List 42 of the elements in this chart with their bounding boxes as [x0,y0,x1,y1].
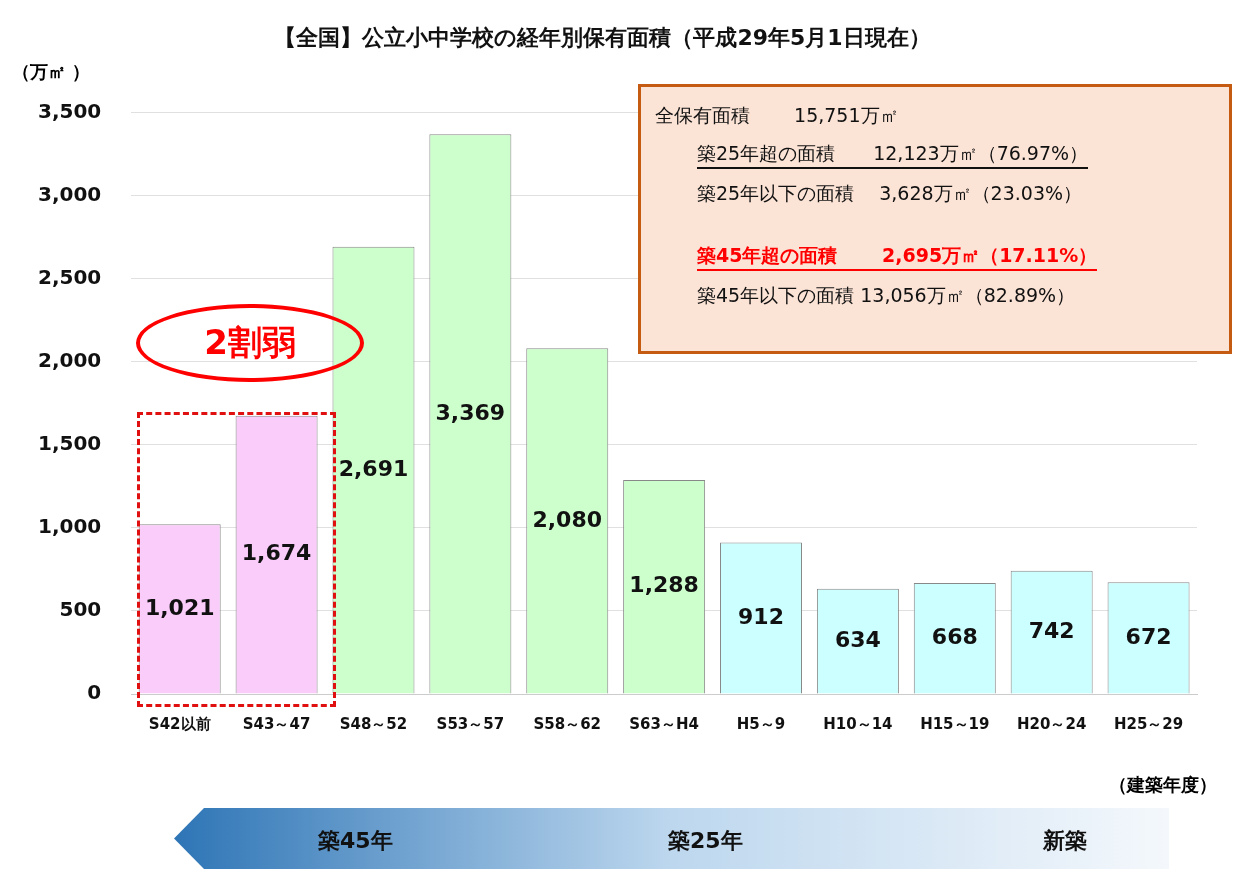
data-label: 672 [1125,623,1172,649]
data-label: 2,080 [532,506,603,532]
annotation: 築45年以下の面積 13,056万㎡（82.89%） [697,283,1077,308]
annotation: 築25年超の面積 12,123万㎡（76.97%） [697,141,1089,169]
x-tick-label: H5～9 [736,714,786,733]
x-tick-label: S42以前 [148,714,211,733]
x-tick-label: H25～29 [1113,714,1184,733]
oval-outline: 2割弱 [136,304,364,382]
x-tick-label: H10～14 [823,714,893,733]
text: 築25年 [668,827,743,855]
x-tick-label: S53～57 [436,714,505,733]
annotation: 全保有面積 15,751万㎡ [655,103,900,128]
data-label: 1,288 [629,572,699,598]
data-label: 634 [834,626,881,652]
x-tick-label: S48～52 [339,714,408,733]
x-tick-label: H15～19 [920,714,990,733]
y-tick-label: 500 [59,597,102,622]
y-tick-label: 3,500 [38,98,102,123]
data-label: 1,674 [241,540,312,566]
x-tick-label: S58～62 [533,714,602,733]
text: 築45年 [318,827,393,855]
annotation: 築45年超の面積 2,695万㎡（17.11%） [697,243,1098,271]
chart-title: 【全国】公立小中学校の経年別保有面積（平成29年5月1日現在） [274,24,931,50]
data-label: 912 [738,603,784,629]
y-axis-title: （万㎡ ） [12,60,91,84]
data-label: 3,369 [435,399,506,425]
data-label: 2,691 [338,455,409,481]
x-axis-title: （建築年度） [1109,773,1217,797]
data-label: 1,021 [144,594,215,620]
x-tick-label: H20～24 [1017,714,1087,733]
y-tick-label: 1,500 [38,430,102,455]
text: 新築 [1043,827,1087,855]
annotation: 築25年以下の面積 3,628万㎡（23.03%） [697,181,1084,206]
data-label: 668 [931,623,978,649]
data-label: 742 [1028,617,1075,643]
y-tick-label: 0 [87,680,102,705]
y-tick-label: 2,500 [38,264,102,289]
x-tick-label: S43～47 [242,714,311,733]
x-tick-label: S63～H4 [629,714,699,733]
y-tick-label: 1,000 [38,514,102,539]
y-tick-label: 3,000 [38,181,102,206]
y-tick-label: 2,000 [38,347,102,372]
